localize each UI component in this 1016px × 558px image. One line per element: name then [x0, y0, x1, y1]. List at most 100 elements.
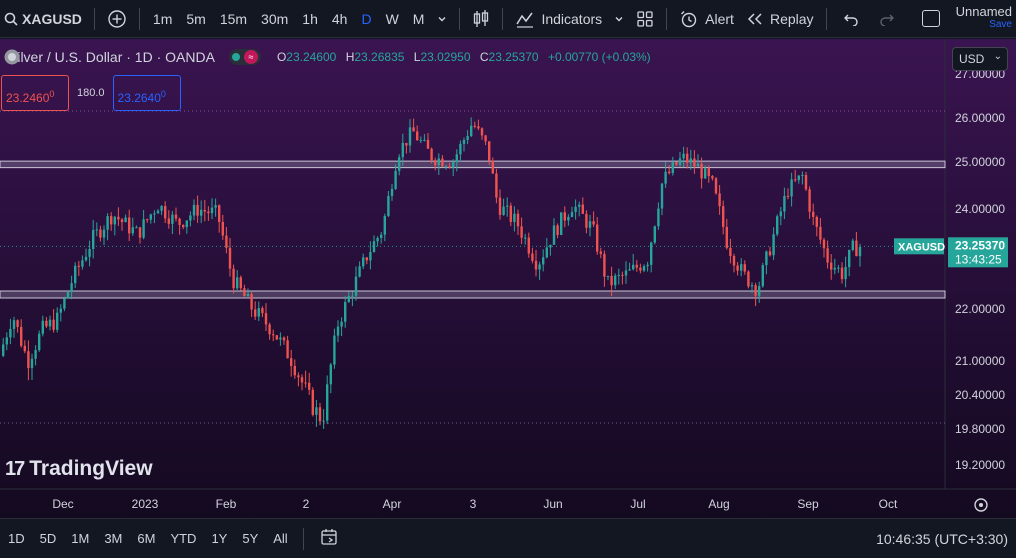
candle-body [714, 178, 718, 194]
candle-body [113, 216, 116, 225]
alert-label: Alert [705, 10, 734, 27]
layout-select-icon[interactable] [922, 10, 940, 27]
templates-button[interactable] [630, 0, 660, 38]
candle-body [804, 174, 808, 190]
buy-price-sup: 0 [160, 89, 166, 99]
candle-body [416, 131, 419, 141]
range-1y[interactable]: 1Y [211, 531, 228, 546]
undo-button[interactable] [833, 0, 869, 38]
candle-body [822, 239, 826, 249]
compare-button[interactable] [101, 0, 133, 38]
price-axis-label: 19.80000 [955, 422, 1005, 436]
candle-body [722, 206, 725, 227]
candle-body [412, 127, 415, 132]
range-1m[interactable]: 1M [71, 531, 90, 546]
candle-body [77, 265, 80, 267]
horizontal-zone-1[interactable] [0, 160, 946, 169]
buy-button[interactable]: 23.26400 [112, 75, 181, 111]
sell-button[interactable]: 23.24600 [1, 75, 69, 111]
redo-button[interactable] [869, 0, 905, 38]
price-chart[interactable]: 27.0000026.0000025.0000024.0000022.00000… [0, 39, 1016, 518]
candle-body [286, 340, 289, 359]
candle-body [848, 249, 851, 268]
range-1d[interactable]: 1D [8, 531, 25, 546]
candle-body [239, 277, 242, 289]
timeframe-4h[interactable]: 4h [331, 10, 348, 27]
time-axis-label: Oct [879, 497, 898, 511]
candle-body [642, 266, 646, 271]
candle-body [542, 257, 545, 265]
candle-body [117, 216, 120, 220]
timeframe-5m[interactable]: 5m [186, 10, 206, 27]
range-5y[interactable]: 5Y [242, 531, 259, 546]
clock-timezone[interactable]: 10:46:35 (UTC+3:30) [876, 531, 1008, 547]
go-to-date-button[interactable] [312, 528, 347, 549]
symbol-tag [894, 238, 944, 255]
candle-body [131, 227, 134, 234]
chevron-down-icon [438, 16, 446, 21]
candle-body [297, 375, 300, 378]
candle-body [794, 179, 797, 181]
indicators-dropdown[interactable] [608, 0, 630, 38]
layout-title: Unnamed [955, 4, 1012, 19]
candle-body [545, 247, 548, 258]
layout-name[interactable]: Unnamed Save [956, 5, 1012, 31]
candle-body [675, 162, 678, 165]
timeframe-m[interactable]: M [412, 10, 425, 27]
range-3m[interactable]: 3M [104, 531, 123, 546]
bottom-toolbar: 1D 5D 1M 3M 6M YTD 1Y 5Y All 10:46:35 (U… [0, 518, 1016, 558]
candle-body [264, 313, 268, 325]
market-status[interactable]: ≈ [228, 49, 261, 65]
candle-body [549, 244, 552, 248]
timeframe-d[interactable]: D [361, 10, 372, 27]
timeframe-1h[interactable]: 1h [302, 10, 318, 27]
timeframe-dropdown[interactable] [431, 0, 453, 38]
trade-buttons: 23.24600 180.0 23.26400 [1, 75, 181, 111]
timeframe-15m[interactable]: 15m [219, 10, 248, 27]
horizontal-zone-2[interactable] [0, 290, 946, 299]
range-6m[interactable]: 6M [137, 531, 156, 546]
candle-body [308, 382, 311, 390]
chart-pane[interactable]: 27.00000 26.00000 25.00000 24.00000 22.00000… [0, 39, 1016, 518]
candle-body [484, 135, 487, 142]
currency-value: USD [959, 52, 985, 66]
candle-body [592, 221, 595, 225]
candle-body [20, 326, 23, 346]
candle-body [700, 163, 703, 179]
candle-body [106, 216, 109, 230]
tradingview-logo[interactable]: 17 TradingView [5, 457, 153, 481]
timeframe-w[interactable]: W [385, 10, 399, 27]
gear-icon[interactable] [974, 498, 988, 512]
indicators-button[interactable]: Indicators [509, 0, 608, 38]
candle-body [502, 206, 505, 215]
symbol-search[interactable]: XAGUSD [0, 0, 88, 38]
candle-body [682, 153, 685, 159]
last-price-value: 23.25370 [955, 238, 1005, 252]
candle-body [12, 320, 16, 329]
candle-body [45, 320, 48, 327]
candle-body [538, 264, 541, 270]
alert-button[interactable]: Alert [673, 0, 740, 38]
candle-body [509, 205, 512, 222]
candle-body [254, 309, 257, 317]
candle-body [322, 420, 325, 422]
replay-button[interactable]: Replay [740, 0, 820, 38]
divider [825, 7, 827, 30]
currency-select[interactable]: USD ⌄ [952, 47, 1008, 71]
range-5d[interactable]: 5D [39, 531, 57, 546]
range-all[interactable]: All [273, 531, 288, 546]
save-link[interactable]: Save [989, 19, 1012, 30]
change-value: +0.00770 (+0.03%) [547, 50, 651, 64]
candle-body [729, 247, 732, 257]
chart-type-button[interactable] [466, 0, 496, 38]
candle-body [153, 213, 156, 215]
candle-body [480, 128, 484, 136]
candle-body [552, 225, 556, 245]
time-axis-label: Feb [216, 497, 237, 511]
range-ytd[interactable]: YTD [170, 531, 197, 546]
timeframe-1m[interactable]: 1m [152, 10, 173, 27]
candle-body [567, 216, 570, 221]
candle-body [772, 234, 775, 256]
redo-icon [879, 14, 894, 26]
timeframe-30m[interactable]: 30m [261, 10, 289, 27]
